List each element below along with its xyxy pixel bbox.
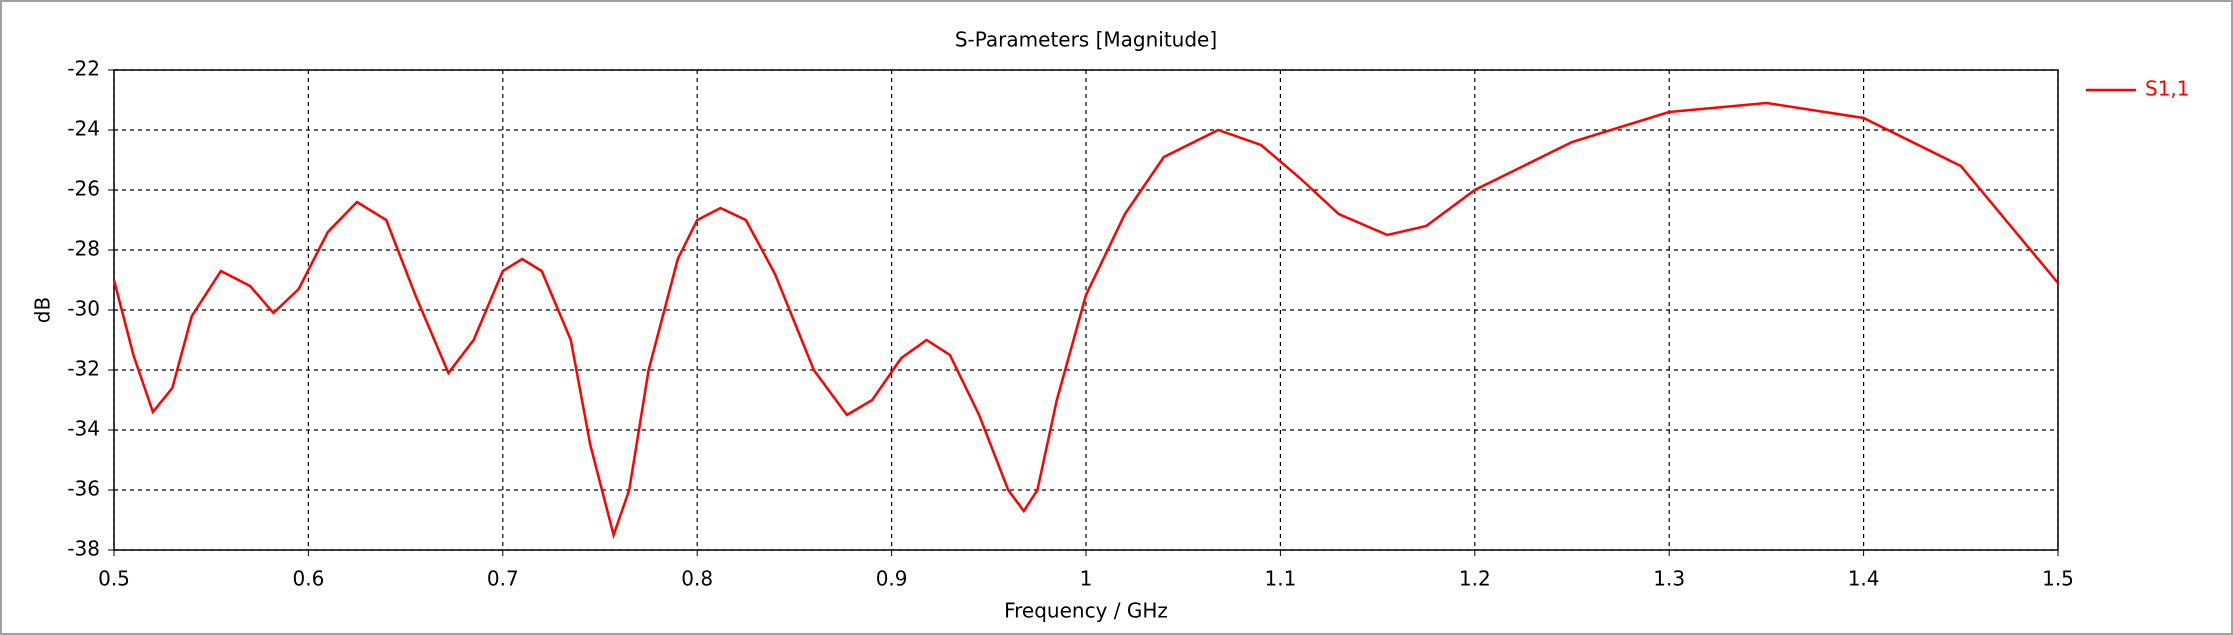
y-axis-label: dB xyxy=(31,297,55,323)
legend-label: S1,1 xyxy=(2145,77,2190,101)
x-tick-label: 1.1 xyxy=(1264,567,1296,591)
data-line xyxy=(112,101,2059,540)
x-tick-label: 0.9 xyxy=(876,567,908,591)
y-tick-label: -36 xyxy=(67,477,100,501)
x-tick-label: 1 xyxy=(1080,567,1093,591)
y-tick-label: -22 xyxy=(67,57,100,81)
x-tick-label: 1.5 xyxy=(2042,567,2074,591)
y-tick-label: -26 xyxy=(67,177,100,201)
plot-border xyxy=(113,69,2059,551)
y-tick-label: -34 xyxy=(67,417,100,441)
y-tick-label: -28 xyxy=(67,237,100,261)
x-tick-label: 0.8 xyxy=(681,567,713,591)
x-tick-label: 0.7 xyxy=(487,567,519,591)
y-tick-label: -32 xyxy=(67,357,100,381)
y-tick-label: -38 xyxy=(67,537,100,561)
x-axis-label: Frequency / GHz xyxy=(1004,599,1168,623)
x-tick-label: 0.6 xyxy=(292,567,324,591)
x-tick-label: 1.3 xyxy=(1653,567,1685,591)
chart-title: S-Parameters [Magnitude] xyxy=(955,28,1217,52)
x-tick-label: 1.4 xyxy=(1848,567,1880,591)
y-tick-label: -30 xyxy=(67,297,100,321)
y-tick-label: -24 xyxy=(67,117,100,141)
x-tick-label: 1.2 xyxy=(1459,567,1491,591)
x-tick-label: 0.5 xyxy=(98,567,130,591)
